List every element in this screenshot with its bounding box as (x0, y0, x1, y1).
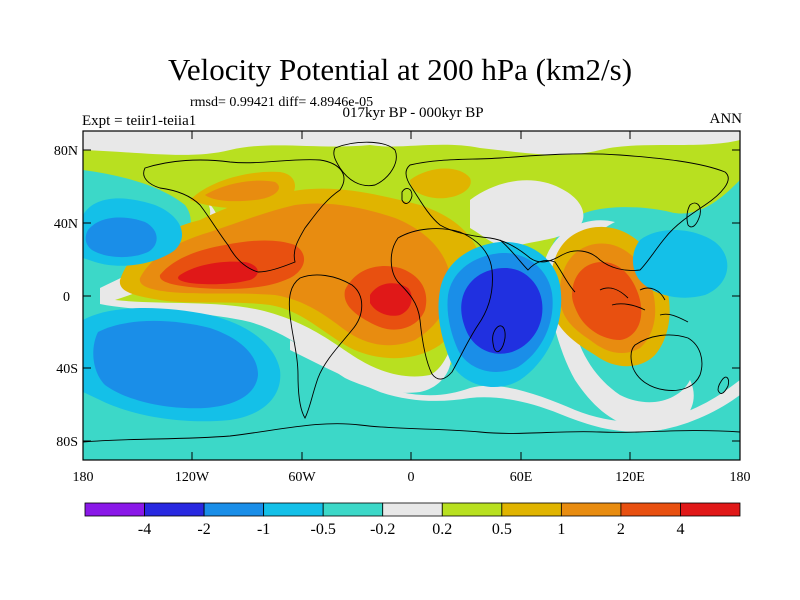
south-pacific-low-1 (93, 320, 259, 409)
lon-label-180w: 180 (73, 470, 94, 485)
lat-axis (83, 149, 740, 442)
arctic-neutral-region (83, 131, 740, 155)
colorbar-label: -1 (257, 521, 270, 538)
japan-coast (686, 202, 701, 228)
colorbar-swatch (263, 502, 324, 517)
atlantic-high-4 (178, 261, 412, 316)
southeast-asia-islands (599, 287, 689, 323)
africa-coast (390, 228, 493, 380)
contour-field (83, 131, 740, 460)
colorbar-label: -2 (197, 521, 210, 538)
colorbar-label: 4 (676, 521, 684, 538)
uk-coast (401, 188, 413, 204)
colorbar-label: -0.5 (311, 521, 336, 538)
colorbar-label: 0.2 (432, 521, 452, 538)
colorbar-swatch (84, 502, 145, 517)
colorbar-label: -4 (138, 521, 151, 538)
eurasia-coast (405, 153, 729, 271)
colorbar-label: 0.5 (492, 521, 512, 538)
madagascar-coast (492, 325, 506, 352)
indian-low-2 (461, 268, 543, 354)
greenland-coast (333, 141, 397, 187)
season-label: ANN (709, 111, 743, 127)
colorbar-swatch (382, 502, 443, 517)
lon-label-60w: 60W (288, 470, 316, 485)
colorbar-swatch (620, 502, 681, 517)
lon-label-180e: 180 (730, 470, 751, 485)
colorbar-swatch (441, 502, 503, 517)
colorbar-swatch (680, 502, 741, 517)
antarctica-coast (83, 423, 740, 443)
colorbar-swatch (322, 502, 384, 517)
neutral-band-south (290, 340, 740, 432)
arabia-india-coast (499, 239, 576, 293)
subtitle: 017kyr BP - 000kyr BP (342, 105, 484, 121)
colorbar-label: -0.2 (370, 521, 395, 538)
maritime-high-2 (572, 262, 642, 340)
new-zealand-coast (717, 376, 729, 394)
lat-label-0: 0 (63, 290, 70, 305)
north-pacific-low-1 (85, 217, 157, 258)
colorbar: -4 -2 -1 -0.5 -0.2 0.2 0.5 1 2 4 (84, 502, 741, 538)
lat-label-40n: 40N (54, 217, 78, 232)
colorbar-label: 1 (557, 521, 565, 538)
lat-label-40s: 40S (56, 362, 78, 377)
experiment-label: Expt = teiir1-teiia1 (82, 113, 197, 129)
lon-label-120e: 120E (615, 470, 645, 485)
neutral-arc-east (545, 220, 694, 431)
colorbar-swatch (203, 502, 265, 517)
australia-coast (630, 334, 703, 391)
lat-label-80s: 80S (56, 435, 78, 450)
colorbar-label: 2 (617, 521, 625, 538)
coastlines (83, 141, 740, 443)
stats-label: rmsd= 0.99421 diff= 4.8946e-05 (190, 95, 374, 110)
lon-label-120w: 120W (175, 470, 210, 485)
north-pacific-low-0.5 (83, 198, 728, 298)
colorbar-swatch (144, 502, 205, 517)
plot-title: Velocity Potential at 200 hPa (km2/s) (167, 52, 633, 87)
south-america-coast (288, 274, 363, 419)
neutral-arc-africa (470, 180, 584, 248)
lon-label-0: 0 (408, 470, 415, 485)
lat-label-80n: 80N (54, 144, 78, 159)
colorbar-swatch (501, 502, 562, 517)
lon-label-60e: 60E (510, 470, 533, 485)
lon-axis (191, 131, 631, 460)
north-america-coast (143, 159, 345, 273)
colorbar-swatch (560, 502, 622, 517)
